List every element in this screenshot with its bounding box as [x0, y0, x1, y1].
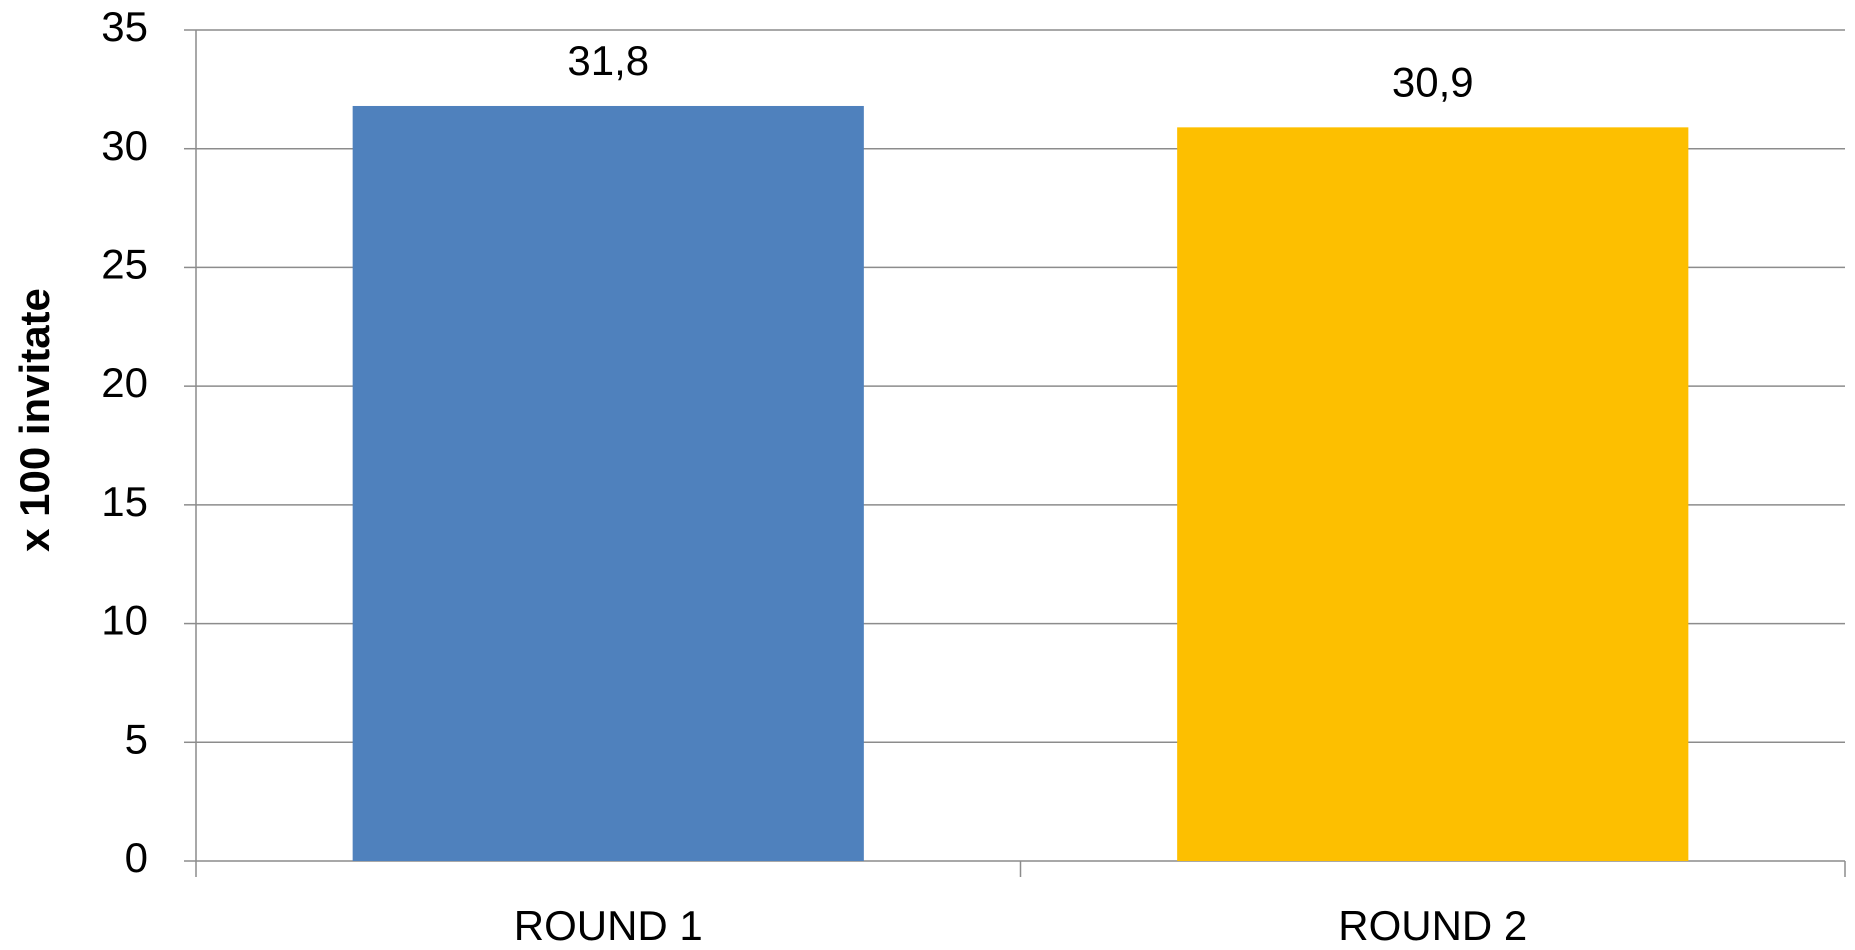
- value-label: 30,9: [1392, 58, 1474, 105]
- y-tick-label: 35: [101, 3, 148, 50]
- bar: [352, 105, 864, 861]
- y-tick-label: 30: [101, 122, 148, 169]
- y-tick-label: 25: [101, 241, 148, 288]
- x-tick-label: ROUND 1: [514, 902, 703, 949]
- value-label: 31,8: [567, 37, 649, 84]
- y-tick-label: 5: [125, 715, 148, 762]
- y-tick-label: 15: [101, 478, 148, 525]
- y-tick-label: 20: [101, 359, 148, 406]
- y-tick-label: 0: [125, 834, 148, 881]
- y-axis-label: x 100 invitate: [11, 288, 58, 552]
- y-tick-label: 10: [101, 597, 148, 644]
- bar: [1177, 127, 1689, 862]
- x-tick-label: ROUND 2: [1338, 902, 1527, 949]
